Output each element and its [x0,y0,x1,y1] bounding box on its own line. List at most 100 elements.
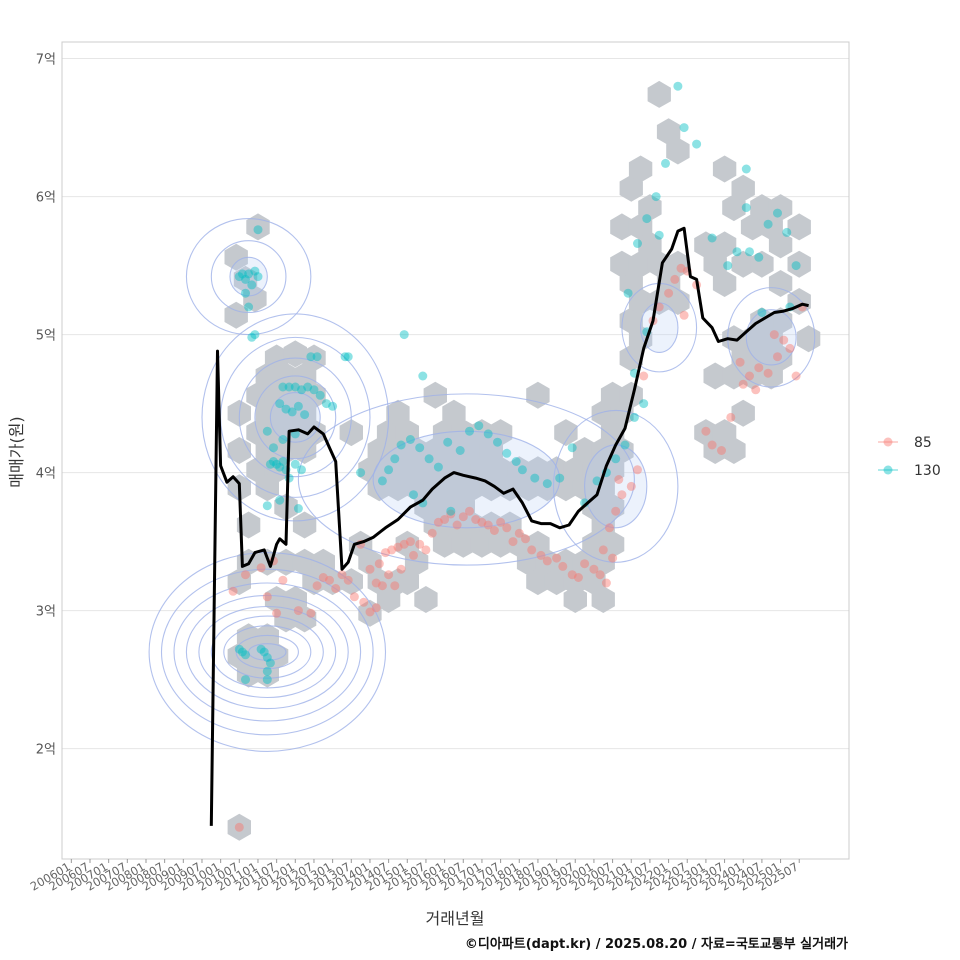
data-point-130 [433,462,443,472]
data-point-130 [306,352,316,362]
density-contour [185,594,349,710]
hexbin-cell [610,213,634,241]
data-point-130 [732,247,742,257]
hexbin-cell [498,511,522,539]
data-point-130 [679,123,689,133]
density-contour [552,409,679,563]
hexbin-cell [292,399,317,427]
data-point-85 [409,550,418,560]
hexbin-cell [233,265,258,293]
hexbin-cell [768,231,793,259]
data-point-85 [614,475,624,484]
hexbin-cell [563,586,587,613]
data-point-130 [639,399,649,409]
data-point-85 [608,553,618,563]
data-point-85 [343,575,353,585]
data-point-85 [452,520,462,530]
data-point-85 [536,550,546,560]
data-point-130 [707,233,717,243]
data-point-130 [474,421,484,431]
data-point-85 [433,517,443,527]
hexbin-cell [442,399,466,427]
hexbin-cell [600,530,625,558]
data-point-85 [241,570,250,580]
data-point-85 [306,608,316,618]
hexbin-cell [376,586,401,613]
data-point-85 [365,607,375,617]
hexbin-cell [227,813,251,841]
data-point-130 [611,454,621,464]
hexbin-cell [274,399,298,427]
data-point-130 [483,429,493,439]
hexbin-cell [563,568,587,596]
legend-label: 130 [914,463,941,479]
hexbin-cell [544,568,569,596]
data-point-85 [514,528,524,538]
data-point-85 [745,371,754,381]
data-point-130 [253,225,263,235]
data-point-85 [325,575,334,585]
data-point-130 [244,269,254,279]
data-point-130 [250,266,260,276]
data-point-85 [769,330,779,340]
data-point-130 [241,650,250,660]
hexbin-cell [591,586,615,613]
hexbin-cell [488,530,513,558]
hexbin-cell [750,250,774,278]
data-point-85 [312,581,322,591]
data-point-130 [321,399,331,409]
data-point-85 [384,570,394,580]
data-point-130 [773,208,782,218]
data-point-85 [502,523,512,533]
data-point-130 [654,230,664,240]
data-point-130 [269,443,278,453]
data-point-85 [440,515,450,524]
data-point-85 [595,570,605,580]
density-contour [148,552,387,752]
density-contours [148,218,816,752]
data-point-130 [303,382,313,392]
hexbin-cell [404,437,429,464]
density-contour [210,615,324,689]
hexbin-cell [600,493,625,521]
data-point-85 [779,335,789,345]
data-point-85 [393,542,403,552]
data-point-130 [244,302,254,312]
hexbin-cell [787,213,811,241]
data-point-85 [365,564,375,574]
hexbin-cell [722,437,746,464]
hexbin-cell [255,437,279,464]
data-point-85 [405,537,415,547]
data-point-130 [745,247,754,257]
data-point-130 [278,435,288,444]
data-point-130 [633,239,642,248]
data-point-85 [421,545,431,555]
data-point-85 [387,545,397,555]
hexbin-cell [414,586,438,613]
data-point-85 [471,515,481,524]
y-tick-label: 6억 [36,191,56,206]
data-point-130 [237,647,247,657]
hexbin-cell [610,250,634,278]
data-point-85 [228,586,238,596]
data-point-130 [309,385,319,395]
hexbin-cell [638,194,662,222]
hexbin-cell [302,568,326,596]
hexbin-cell [255,660,279,688]
data-point-85 [374,559,384,569]
hexbin-cell [292,362,317,390]
data-point-85 [371,578,381,588]
data-point-85 [558,561,568,571]
hexbin-cell [479,511,503,539]
hexbin-cell [292,605,317,633]
data-point-130 [281,404,291,414]
data-point-85 [626,481,636,491]
data-point-130 [234,272,244,282]
y-tick-label: 2억 [36,743,56,758]
hexbin-cell [619,307,643,335]
data-point-85 [521,534,530,544]
data-point-130 [692,139,702,149]
data-point-130 [328,401,338,411]
hexbin-cell [320,568,345,596]
data-point-85 [773,352,782,362]
